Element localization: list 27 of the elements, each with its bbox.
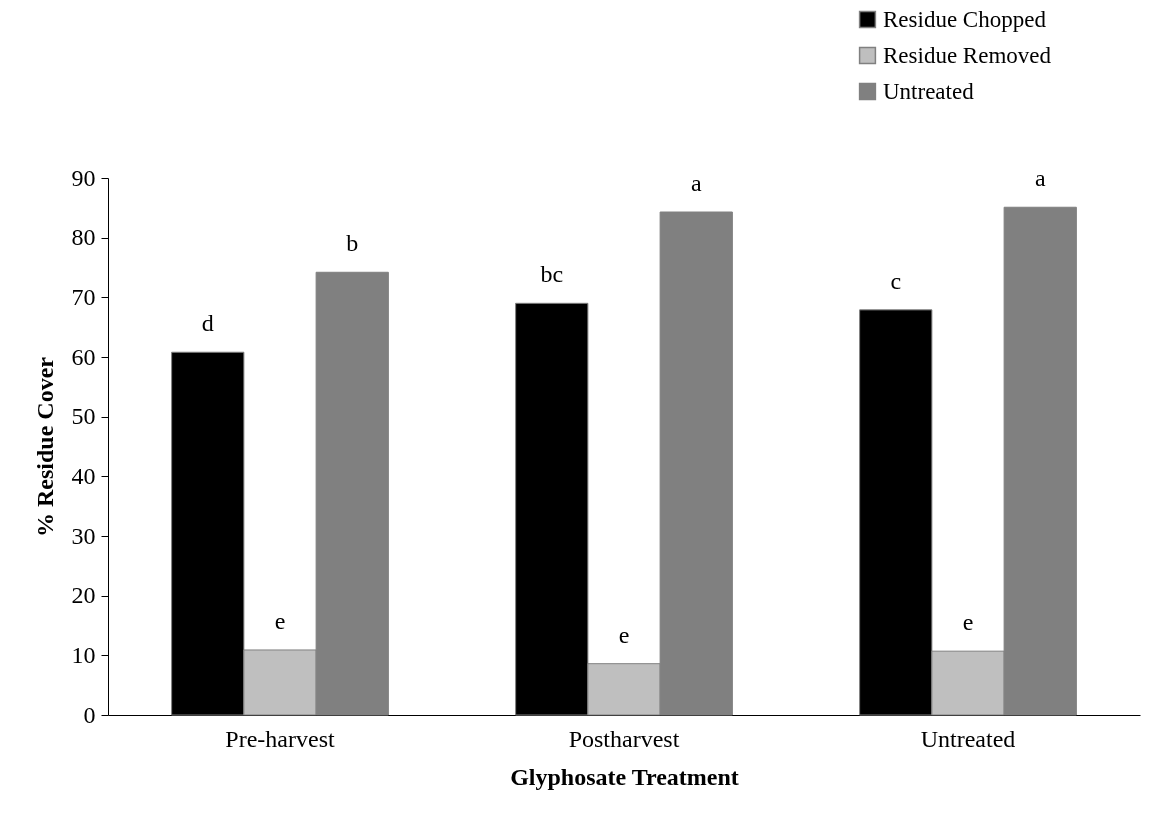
- y-tick-label: 0: [83, 701, 96, 728]
- data-label: bc: [540, 261, 564, 288]
- x-tick-label: Pre-harvest: [225, 725, 335, 752]
- x-tick-label: Postharvest: [568, 725, 680, 752]
- data-label: c: [890, 267, 902, 294]
- legend-label: Untreated: [883, 78, 975, 104]
- y-tick-label: 30: [71, 522, 96, 549]
- y-tick-label: 60: [71, 343, 96, 370]
- data-label: a: [690, 170, 702, 197]
- y-tick-label: 90: [71, 164, 96, 191]
- data-label: e: [274, 607, 286, 634]
- x-axis-title: Glyphosate Treatment: [510, 763, 739, 790]
- y-tick-label: 70: [71, 283, 96, 310]
- data-label: e: [962, 609, 974, 636]
- data-label: e: [618, 621, 630, 648]
- legend-label: Residue Removed: [883, 42, 1052, 68]
- legend-label: Residue Chopped: [883, 6, 1047, 32]
- y-tick-label: 10: [71, 641, 96, 668]
- y-tick-label: 50: [71, 403, 96, 430]
- data-label: d: [201, 310, 214, 337]
- y-axis-title: % Residue Cover: [31, 356, 58, 537]
- y-tick-label: 40: [71, 462, 96, 489]
- data-label: b: [346, 230, 359, 257]
- y-tick-label: 20: [71, 582, 96, 609]
- x-tick-label: Untreated: [920, 725, 1016, 752]
- data-label: a: [1034, 165, 1046, 192]
- y-tick-label: 80: [71, 224, 96, 251]
